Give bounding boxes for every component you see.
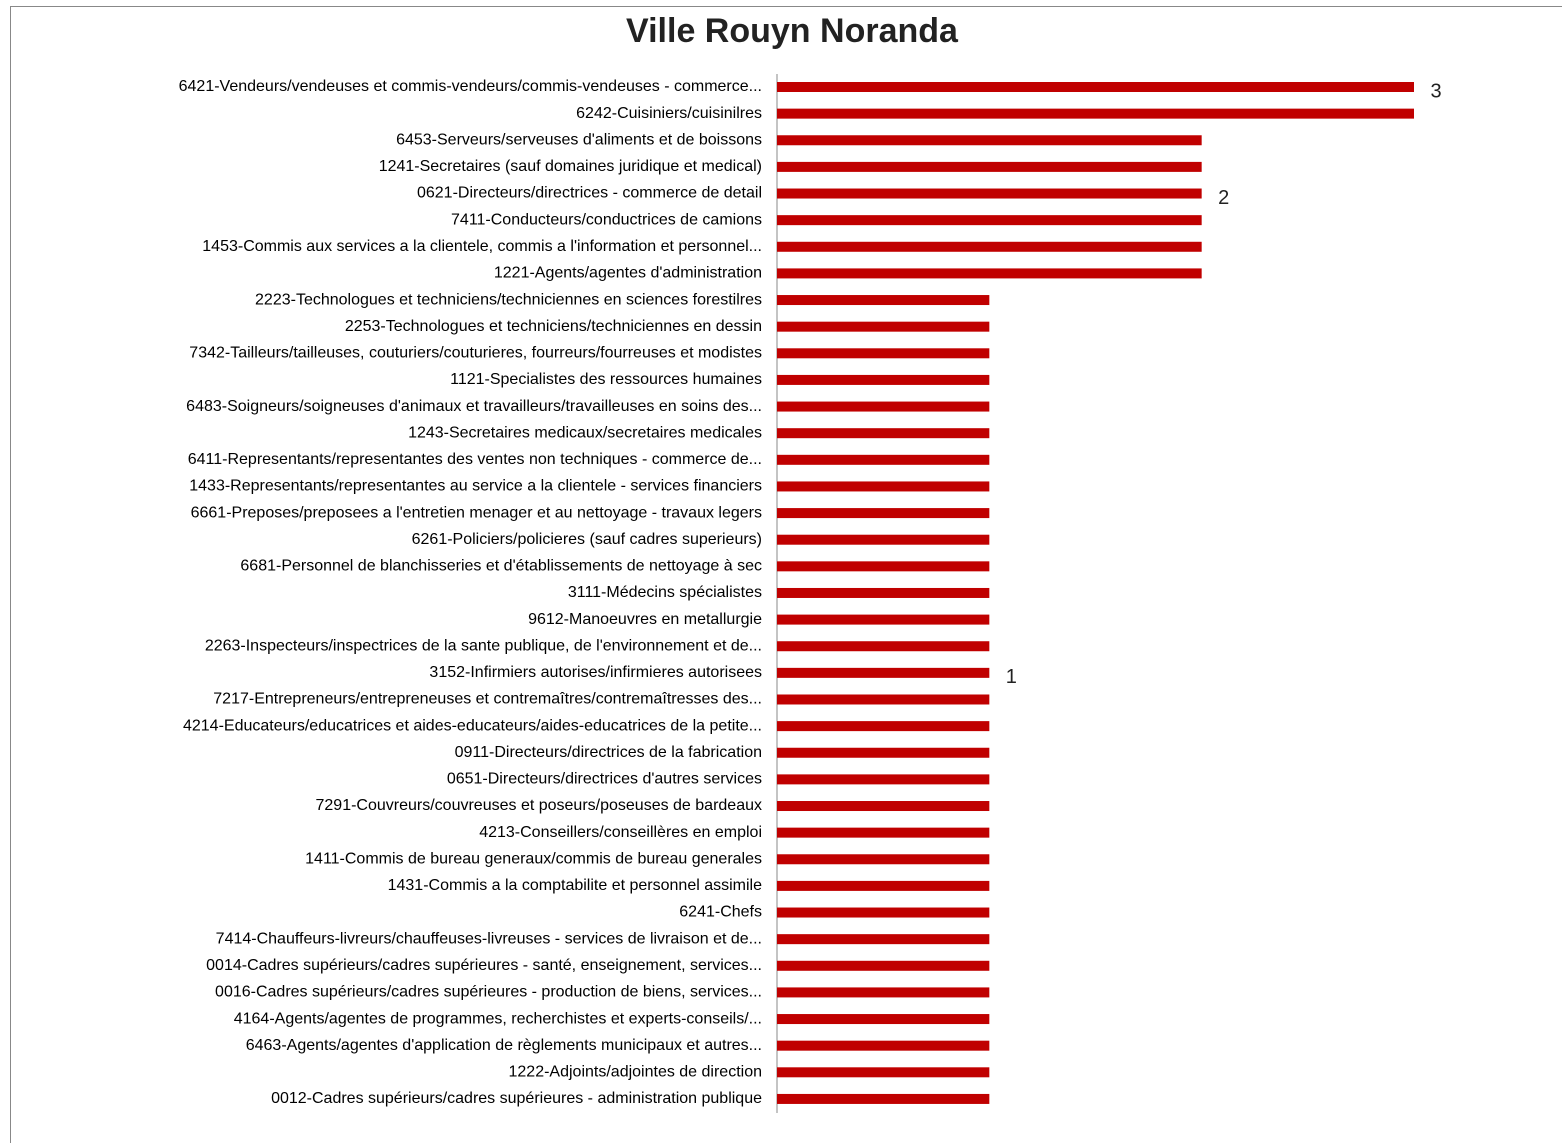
y-tick-label: 6681-Personnel de blanchisseries et d'ét…	[240, 558, 762, 575]
y-tick-label: 6241-Chefs	[679, 904, 762, 921]
data-label: 2	[1218, 187, 1229, 209]
bar	[777, 454, 990, 465]
y-tick-label: 6463-Agents/agentes d'application de règ…	[246, 1037, 762, 1054]
y-tick-label: 3152-Infirmiers autorises/infirmieres au…	[429, 664, 762, 681]
bar	[777, 747, 990, 758]
bar	[777, 1040, 990, 1051]
bar	[777, 108, 1414, 119]
bar	[777, 960, 990, 971]
bar	[777, 321, 990, 332]
y-tick-label: 6421-Vendeurs/vendeuses et commis-vendeu…	[179, 78, 762, 95]
bar	[777, 854, 990, 865]
bar	[777, 161, 1202, 172]
y-tick-label: 1411-Commis de bureau generaux/commis de…	[305, 850, 762, 867]
y-tick-label: 2263-Inspecteurs/inspectrices de la sant…	[205, 637, 762, 654]
bar	[777, 1014, 990, 1025]
y-tick-label: 7342-Tailleurs/tailleuses, couturiers/co…	[189, 345, 762, 362]
y-tick-label: 7217-Entrepreneurs/entrepreneuses et con…	[213, 691, 762, 708]
bar	[777, 934, 990, 945]
chart-title: Ville Rouyn Noranda	[626, 12, 959, 50]
bar	[777, 481, 990, 492]
bar	[777, 268, 1202, 279]
bar	[777, 1093, 990, 1104]
bar	[777, 374, 990, 385]
bar	[777, 82, 1414, 92]
y-tick-label: 1241-Secretaires (sauf domaines juridiqu…	[379, 158, 762, 175]
bar	[777, 587, 990, 598]
y-tick-label: 1221-Agents/agentes d'administration	[494, 265, 762, 282]
y-tick-label: 6483-Soigneurs/soigneuses d'animaux et t…	[186, 398, 762, 415]
bar	[777, 694, 990, 705]
y-tick-label: 0621-Directeurs/directrices - commerce d…	[417, 185, 762, 202]
bar	[777, 721, 990, 732]
bar	[777, 827, 990, 838]
data-label: 3	[1430, 80, 1441, 102]
y-tick-label: 0651-Directeurs/directrices d'autres ser…	[447, 771, 762, 788]
y-tick-label: 1121-Specialistes des ressources humaine…	[450, 371, 762, 388]
bar	[777, 987, 990, 998]
y-tick-label: 7291-Couvreurs/couvreuses et poseurs/pos…	[316, 797, 763, 814]
y-tick-label: 4164-Agents/agentes de programmes, reche…	[234, 1010, 762, 1027]
y-tick-label: 2223-Technologues et techniciens/technic…	[255, 291, 762, 308]
bar	[777, 401, 990, 412]
bar	[777, 641, 990, 652]
bar	[777, 561, 990, 572]
y-tick-label: 3111-Médecins spécialistes	[568, 584, 762, 601]
y-tick-label: 7411-Conducteurs/conductrices de camions	[451, 211, 762, 228]
y-tick-label: 0014-Cadres supérieurs/cadres supérieure…	[206, 957, 762, 974]
y-tick-label: 0911-Directeurs/directrices de la fabric…	[455, 744, 762, 761]
y-tick-label: 1431-Commis a la comptabilite et personn…	[388, 877, 762, 894]
y-tick-label: 2253-Technologues et techniciens/technic…	[345, 318, 762, 335]
y-tick-label: 6261-Policiers/policieres (sauf cadres s…	[412, 531, 762, 548]
data-label: 1	[1006, 666, 1017, 688]
y-tick-label: 6661-Preposes/preposees a l'entretien me…	[191, 504, 762, 521]
y-tick-label: 0016-Cadres supérieurs/cadres supérieure…	[215, 984, 762, 1001]
y-tick-label: 1433-Representants/representantes au ser…	[189, 478, 762, 495]
bar	[777, 801, 990, 812]
bar	[777, 534, 990, 545]
y-tick-label: 1222-Adjoints/adjointes de direction	[509, 1064, 763, 1081]
bar	[777, 215, 1202, 226]
bar	[777, 667, 990, 678]
bar	[777, 135, 1202, 146]
bar	[777, 428, 990, 439]
y-tick-label: 4213-Conseillers/conseillères en emploi	[479, 824, 762, 841]
y-tick-label: 9612-Manoeuvres en metallurgie	[528, 611, 762, 628]
bar	[777, 348, 990, 359]
y-tick-label: 1453-Commis aux services a la clientele,…	[202, 238, 762, 255]
bar	[777, 295, 990, 306]
y-tick-label: 7414-Chauffeurs-livreurs/chauffeuses-liv…	[216, 930, 762, 947]
bar	[777, 880, 990, 891]
y-tick-label: 6453-Serveurs/serveuses d'aliments et de…	[396, 131, 762, 148]
y-tick-label: 6242-Cuisiniers/cuisinilres	[576, 105, 762, 122]
bar	[777, 1067, 990, 1078]
bar	[777, 614, 990, 625]
bar	[777, 508, 990, 519]
y-tick-label: 4214-Educateurs/educatrices et aides-edu…	[183, 717, 762, 734]
bar	[777, 774, 990, 785]
bar	[777, 241, 1202, 252]
y-tick-label: 6411-Representants/representantes des ve…	[188, 451, 762, 468]
y-tick-label: 1243-Secretaires medicaux/secretaires me…	[408, 424, 762, 441]
bar	[777, 188, 1202, 199]
bar	[777, 907, 990, 918]
y-tick-label: 0012-Cadres supérieurs/cadres supérieure…	[271, 1090, 762, 1107]
